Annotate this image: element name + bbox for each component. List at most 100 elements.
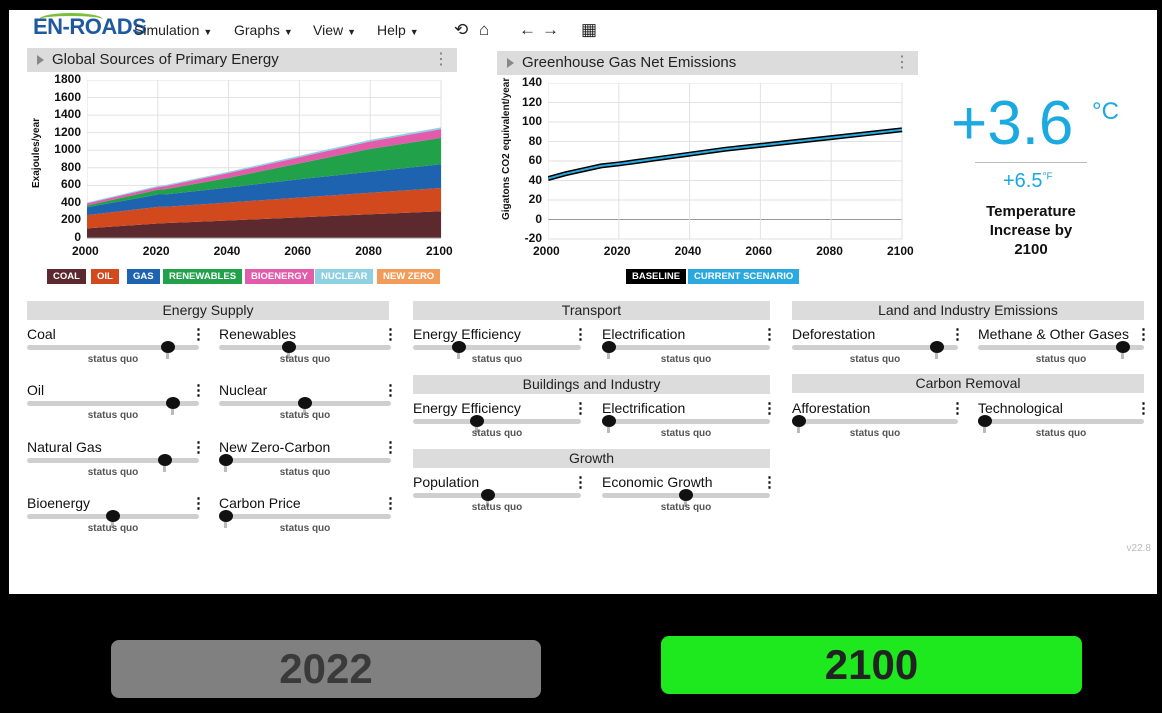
area-series-coal — [87, 211, 441, 238]
slider-menu-icon[interactable]: ⋮ — [383, 382, 398, 399]
panel-menu-icon[interactable]: ⋮ — [894, 54, 910, 71]
slider-menu-icon[interactable]: ⋮ — [383, 439, 398, 456]
slider-thumb-buildings-electrification[interactable] — [602, 415, 616, 427]
menu-simulation[interactable]: Simulation ▼ — [134, 22, 212, 38]
slider-track-buildings-electrification[interactable] — [602, 419, 770, 424]
slider-menu-icon[interactable]: ⋮ — [573, 400, 588, 417]
slider-thumb-population[interactable] — [480, 489, 495, 501]
status-quo-notch — [111, 522, 114, 528]
slider-thumb-economic-growth[interactable] — [679, 489, 693, 501]
menu-help[interactable]: Help ▼ — [377, 22, 419, 38]
legend-oil[interactable]: OIL — [91, 269, 119, 284]
x-tick-label: 2040 — [213, 244, 241, 258]
legend-bioenergy[interactable]: BIOENERGY — [245, 269, 315, 284]
logo-arc — [39, 13, 103, 26]
arrow-right-icon[interactable]: → — [542, 20, 559, 39]
table-icon[interactable]: ▦ — [581, 20, 598, 39]
legend-current-scenario[interactable]: CURRENT SCENARIO — [688, 269, 800, 284]
slider-thumb-technological[interactable] — [978, 415, 992, 427]
legend-new-zero[interactable]: NEW ZERO — [377, 269, 441, 284]
section-land-industry: Land and Industry Emissions — [792, 301, 1144, 320]
slider-track-new-zero-carbon[interactable] — [219, 458, 391, 463]
slider-track-buildings-efficiency[interactable] — [413, 419, 581, 424]
status-quo-label: status quo — [1035, 428, 1087, 439]
slider-menu-icon[interactable]: ⋮ — [762, 474, 777, 491]
year-button-2100[interactable]: 2100 — [661, 636, 1082, 694]
slider-thumb-renewables[interactable] — [282, 341, 297, 353]
status-quo-notch — [303, 409, 306, 415]
slider-thumb-methane[interactable] — [1116, 341, 1131, 353]
legend-renewables[interactable]: RENEWABLES — [163, 269, 243, 284]
y-tick-label: 1400 — [54, 107, 81, 122]
slider-menu-icon[interactable]: ⋮ — [762, 400, 777, 417]
year-button-2022[interactable]: 2022 — [111, 640, 541, 698]
slider-track-natural-gas[interactable] — [27, 458, 199, 463]
legend-baseline[interactable]: BASELINE — [626, 269, 687, 284]
slider-menu-icon[interactable]: ⋮ — [383, 326, 398, 343]
slider-track-oil[interactable] — [27, 401, 199, 406]
slider-menu-icon[interactable]: ⋮ — [383, 495, 398, 512]
emissions-panel-header[interactable]: Greenhouse Gas Net Emissions ⋮ — [497, 51, 918, 75]
slider-thumb-transport-electrification[interactable] — [602, 341, 616, 353]
slider-track-coal[interactable] — [27, 345, 199, 350]
section-buildings-industry: Buildings and Industry — [413, 375, 770, 394]
slider-menu-icon[interactable]: ⋮ — [950, 400, 965, 417]
slider-track-deforestation[interactable] — [792, 345, 958, 350]
slider-thumb-deforestation[interactable] — [930, 341, 945, 353]
slider-track-afforestation[interactable] — [792, 419, 958, 424]
slider-label-transport-efficiency: Energy Efficiency — [413, 326, 521, 342]
slider-thumb-transport-efficiency[interactable] — [451, 341, 466, 353]
legend-gas[interactable]: GAS — [127, 269, 160, 284]
legend-nuclear[interactable]: NUCLEAR — [315, 269, 374, 284]
area-series-bioenergy — [87, 129, 441, 206]
slider-thumb-coal[interactable] — [161, 341, 176, 353]
slider-menu-icon[interactable]: ⋮ — [950, 326, 965, 343]
slider-track-transport-electrification[interactable] — [602, 345, 770, 350]
status-quo-label: status quo — [471, 354, 523, 365]
menu-label: Simulation — [134, 22, 200, 38]
y-tick-label: 1600 — [54, 89, 81, 104]
expand-triangle-icon[interactable] — [37, 55, 44, 66]
y-tick-label: 200 — [60, 212, 81, 227]
x-tick-label: 2020 — [603, 244, 631, 258]
slider-menu-icon[interactable]: ⋮ — [191, 326, 206, 343]
slider-thumb-carbon-price[interactable] — [219, 510, 233, 522]
expand-triangle-icon[interactable] — [507, 58, 514, 69]
menu-graphs[interactable]: Graphs ▼ — [234, 22, 293, 38]
slider-track-carbon-price[interactable] — [219, 514, 391, 519]
slider-track-methane[interactable] — [978, 345, 1144, 350]
slider-thumb-oil[interactable] — [166, 397, 181, 409]
status-quo-notch — [171, 409, 175, 415]
slider-menu-icon[interactable]: ⋮ — [191, 439, 206, 456]
slider-menu-icon[interactable]: ⋮ — [191, 495, 206, 512]
x-tick-label: 2000 — [533, 244, 560, 258]
arrow-left-icon[interactable]: ← — [519, 20, 536, 39]
home-icon[interactable]: ⌂ — [479, 20, 490, 39]
slider-track-technological[interactable] — [978, 419, 1144, 424]
status-quo-notch — [1121, 353, 1125, 359]
menu-view[interactable]: View ▼ — [313, 22, 356, 38]
slider-menu-icon[interactable]: ⋮ — [573, 326, 588, 343]
slider-track-renewables[interactable] — [219, 345, 391, 350]
legend-coal[interactable]: COAL — [47, 269, 86, 284]
section-energy-supply: Energy Supply — [27, 301, 389, 320]
slider-menu-icon[interactable]: ⋮ — [573, 474, 588, 491]
slider-thumb-new-zero-carbon[interactable] — [219, 454, 233, 466]
slider-thumb-natural-gas[interactable] — [158, 454, 173, 466]
slider-menu-icon[interactable]: ⋮ — [191, 382, 206, 399]
panel-menu-icon[interactable]: ⋮ — [433, 51, 449, 68]
slider-menu-icon[interactable]: ⋮ — [762, 326, 777, 343]
slider-menu-icon[interactable]: ⋮ — [1136, 400, 1151, 417]
slider-menu-icon[interactable]: ⋮ — [1136, 326, 1151, 343]
slider-thumb-bioenergy[interactable] — [106, 510, 120, 522]
undo-icon[interactable]: ⟲ — [454, 20, 469, 39]
slider-thumb-buildings-efficiency[interactable] — [469, 415, 484, 427]
energy-panel-header[interactable]: Global Sources of Primary Energy ⋮ — [27, 48, 457, 72]
slider-track-population[interactable] — [413, 493, 581, 498]
slider-label-buildings-efficiency: Energy Efficiency — [413, 400, 521, 416]
slider-label-buildings-electrification: Electrification — [602, 400, 686, 416]
slider-thumb-afforestation[interactable] — [792, 415, 806, 427]
slider-track-transport-efficiency[interactable] — [413, 345, 581, 350]
slider-thumb-nuclear[interactable] — [298, 397, 312, 409]
section-transport: Transport — [413, 301, 770, 320]
